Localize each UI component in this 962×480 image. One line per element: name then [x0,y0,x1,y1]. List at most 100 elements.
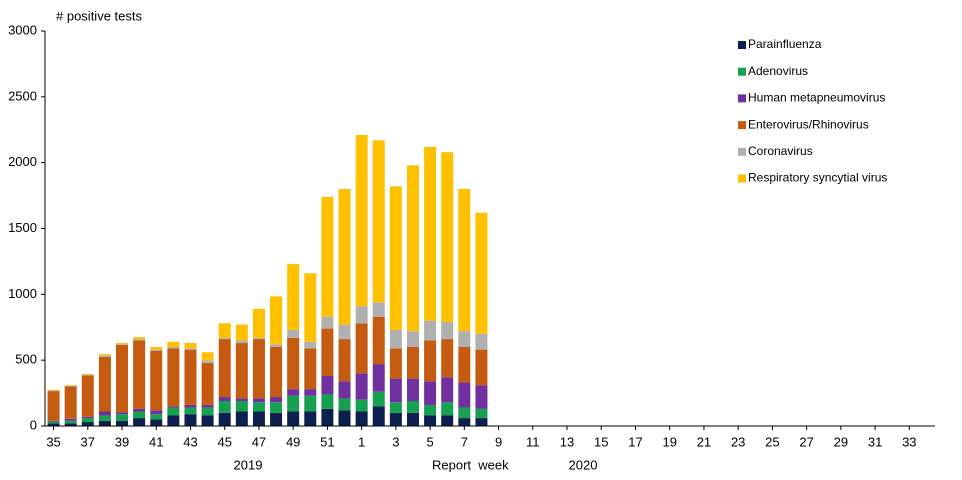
bar-segment [252,402,265,412]
y-tick-label: 2000 [8,154,37,169]
bar-segment [167,415,180,426]
bar-segment [355,411,368,426]
bar-segment [201,407,214,416]
x-tick-label: 25 [765,434,779,449]
x-tick-label: 45 [217,434,231,449]
bar-segment [389,378,402,403]
bar-segment [218,323,231,338]
x-tick-label: 11 [526,434,540,449]
x-tick-label: 35 [46,434,60,449]
bar-segment [252,411,265,426]
bar-segment [116,420,129,426]
bar-segment [458,407,471,419]
bar-segment [47,423,60,426]
legend-swatch [738,174,746,183]
bar-segment [252,337,265,340]
bar-segment [150,350,163,411]
bar-segment [406,347,419,379]
bar-segment [458,418,471,426]
bar-segment [441,415,454,426]
x-tick-label: 7 [461,434,468,449]
bar-segment [338,398,351,411]
bar-segment [81,375,94,417]
bar-segment [184,348,197,350]
legend-swatch [738,94,746,103]
bar-segment [47,420,60,422]
bar-segment [218,339,231,398]
bar-segment [475,333,488,350]
bar-segment [475,418,488,426]
bar-segment [116,414,129,421]
bar-segment [304,348,317,390]
x-tick-label: 23 [731,434,745,449]
bar-segment [355,373,368,400]
bar-segment [321,408,334,426]
y-tick-label: 500 [15,352,37,367]
bar-segment [218,400,231,413]
y-tick-label: 2500 [8,88,37,103]
bar-segment [355,323,368,374]
bar-segment [133,340,146,409]
y-axis-label: # positive tests [56,8,142,23]
bar-segment [287,337,300,390]
bar-segment [218,337,231,340]
bar-segment [441,321,454,340]
bar-segment [458,331,471,347]
bar-segment [133,337,146,340]
x-tick-label: 13 [560,434,574,449]
bar-segment [47,389,60,391]
legend-swatch [738,147,746,156]
bar-segment [184,404,197,408]
bar-segment [287,264,300,330]
bar-segment [201,352,214,361]
bar-segment [218,397,231,401]
y-tick-label: 3000 [8,22,37,37]
bar-segment [47,390,60,392]
x-axis-label: Report week [432,457,509,472]
bar-segment [81,416,94,419]
bar-segment [184,407,197,415]
bar-segment [201,362,214,405]
bar-segment [424,320,437,341]
bar-segment [406,378,419,401]
bar-segment [64,418,77,421]
x-tick-label: 49 [286,434,300,449]
bar-segment [116,345,129,413]
bar-segment [287,395,300,412]
bar-segment [235,398,248,401]
bar-segment [64,420,77,424]
bar-segment [372,364,385,392]
x-tick-label: 15 [594,434,608,449]
bar-segment [372,316,385,365]
year-label: 2019 [234,457,263,472]
bar-segment [321,375,334,395]
x-tick-label: 51 [320,434,334,449]
bar-segment [424,415,437,426]
bar-segment [304,389,317,396]
legend-label: Adenovirus [748,64,808,78]
bar-segment [167,348,180,407]
bar-segment [389,329,402,349]
legend-label: Human metapneumovirus [748,91,885,105]
bar-segment [270,347,283,398]
bar-segment [235,411,248,426]
bar-segment [133,408,146,412]
bar-segment [98,411,111,416]
legend-label: Enterovirus/Rhinovirus [748,117,869,131]
bar-segment [372,391,385,407]
bar-segment [338,324,351,340]
legend-swatch [738,67,746,76]
bar-segment [167,407,180,416]
x-tick-label: 39 [115,434,129,449]
bar-segment [424,340,437,382]
x-tick-label: 47 [252,434,266,449]
bar-segment [355,306,368,324]
bar-segment [338,381,351,399]
bar-segment [98,356,111,412]
bar-segment [64,386,77,419]
bar-segment [150,349,163,351]
legend-label: Respiratory syncytial virus [748,171,887,185]
bar-segment [458,347,471,383]
bar-segment [184,414,197,426]
bar-segment [338,410,351,426]
